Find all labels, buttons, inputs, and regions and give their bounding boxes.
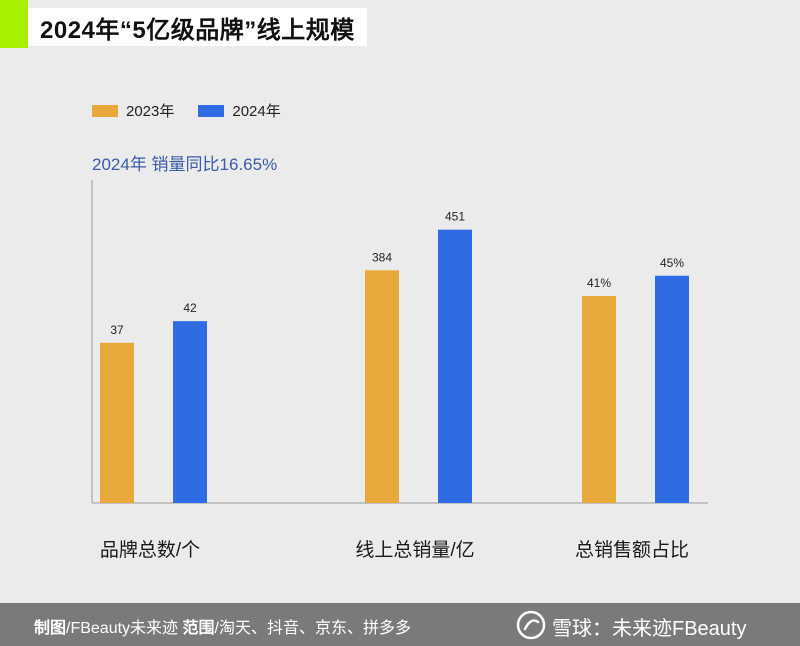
growth-annotation: 2024年 销量同比16.65% — [92, 155, 278, 174]
bar-2-2024年 — [438, 229, 472, 503]
bar-1-2024年 — [173, 321, 207, 503]
chart-title: 2024年“5亿级品牌”线上规模 — [40, 16, 355, 44]
credit-label-scope: 范围 — [182, 620, 215, 637]
footer-source: 雪球：未来迹FBeauty — [552, 618, 747, 640]
bar-3-2024年 — [655, 275, 689, 503]
bar-chart: 37 42 品牌总数/个 384 451 线上总销量/亿 41% 45% 总销售额占比 — [91, 180, 708, 561]
data-label-1-2024年: 42 — [183, 301, 197, 315]
credit-value-chart: /FBeauty未来迹 — [66, 620, 183, 637]
credit-value-scope: /淘天、抖音、京东、拼多多 — [214, 620, 411, 637]
category-label-3: 总销售额占比 — [575, 539, 689, 561]
legend-item-2024: 2024年 — [198, 100, 281, 121]
data-label-2-2024年: 451 — [445, 210, 465, 224]
data-label-3-2024年: 45% — [660, 256, 684, 270]
title-accent-bar — [0, 0, 28, 48]
legend-label-2024: 2024年 — [232, 103, 281, 120]
category-label-1: 品牌总数/个 — [100, 539, 200, 561]
bar-2-2023年 — [365, 270, 399, 503]
snowball-logo-icon — [516, 610, 546, 640]
bar-3-2023年 — [582, 295, 616, 503]
legend-item-2023: 2023年 — [92, 100, 174, 121]
legend: 2023年 2024年 — [92, 100, 305, 121]
data-label-3-2023年: 41% — [587, 276, 611, 290]
bar-1-2023年 — [100, 342, 134, 503]
legend-swatch-2023 — [92, 104, 118, 117]
data-label-2-2023年: 384 — [372, 250, 392, 264]
data-label-1-2023年: 37 — [110, 323, 124, 337]
header: 2024年“5亿级品牌”线上规模 — [0, 0, 800, 48]
title-box: 2024年“5亿级品牌”线上规模 — [28, 8, 367, 46]
footer: 制图/FBeauty未来迹 范围/淘天、抖音、京东、拼多多 雪球：未来迹FBea… — [0, 603, 800, 646]
footer-credit: 制图/FBeauty未来迹 范围/淘天、抖音、京东、拼多多 — [34, 614, 411, 638]
credit-label-chart: 制图 — [34, 620, 67, 637]
legend-label-2023: 2023年 — [126, 103, 175, 120]
category-label-2: 线上总销量/亿 — [355, 539, 474, 561]
legend-swatch-2024 — [198, 104, 225, 117]
